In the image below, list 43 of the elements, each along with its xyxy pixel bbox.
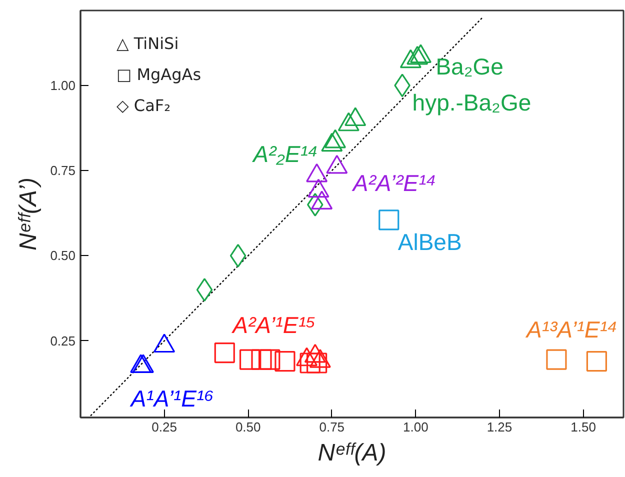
point: [400, 49, 422, 68]
x-tick-label: 1.00: [403, 420, 428, 434]
point: [406, 46, 428, 65]
point: [338, 112, 360, 132]
point: [239, 349, 260, 370]
point: [251, 349, 272, 370]
point: [306, 352, 328, 374]
y-tick-label: 0.50: [50, 248, 76, 264]
series-label: A²A’²E¹⁴: [350, 170, 436, 196]
series-label: hyp.-Ba₂Ge: [412, 89, 532, 116]
point: [410, 44, 432, 64]
series-label: A²₂E¹⁴: [251, 141, 318, 168]
point: [326, 154, 348, 174]
point: [300, 352, 320, 374]
point: [214, 342, 235, 364]
annotation: □ MgAgAs: [116, 65, 202, 84]
x-tick-label: 0.75: [319, 420, 345, 434]
point: [308, 178, 330, 198]
point: [260, 349, 280, 370]
y-tick-label: 0.25: [50, 333, 76, 348]
series-label: A²A’¹E¹⁵: [230, 312, 316, 338]
point: [274, 351, 296, 372]
point: [306, 163, 328, 182]
point: [324, 129, 346, 148]
point: [321, 132, 343, 152]
x-tick-label: 1.25: [486, 420, 512, 434]
series-label: Ba₂Ge: [436, 53, 504, 80]
y-axis-title: Nᵉᶠᶠ(A’): [15, 178, 42, 250]
series-label: A¹³A’¹E¹⁴: [524, 316, 618, 343]
x-tick-label: 1.50: [570, 420, 596, 434]
point: [546, 349, 567, 370]
x-axis-title: Nᵉᶠᶠ(A): [318, 440, 386, 466]
point: [344, 107, 366, 126]
x-tick-label: 0.25: [152, 420, 177, 434]
x-tick-label: 0.50: [235, 420, 261, 434]
point: [586, 351, 607, 372]
annotation: ◇ CaF₂: [116, 96, 170, 115]
y-tick-label: 0.75: [50, 163, 76, 178]
y-tick-label: 1.00: [50, 78, 76, 93]
series-label: AlBeB: [398, 228, 462, 255]
annotation: △ TiNiSi: [116, 34, 179, 53]
point: [311, 190, 333, 210]
series-label: A¹A’¹E¹⁶: [128, 385, 214, 412]
